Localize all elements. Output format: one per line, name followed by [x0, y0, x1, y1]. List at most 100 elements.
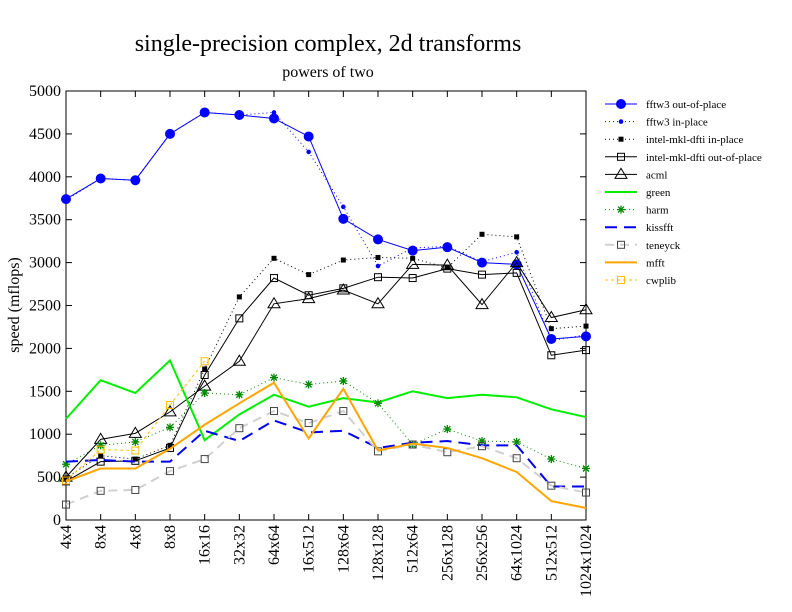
- data-point: [200, 389, 209, 398]
- data-point: [304, 380, 313, 389]
- series-line: [65, 261, 587, 478]
- data-point: [371, 296, 385, 309]
- data-point: [237, 112, 242, 118]
- legend-item: fftw3 out-of-place: [605, 99, 726, 111]
- data-point: [478, 437, 486, 446]
- data-point: [444, 265, 450, 271]
- data-point: [167, 442, 173, 448]
- y-tick-label: 2500: [29, 298, 61, 315]
- x-tick-label: 256x128: [439, 525, 456, 581]
- series-acml: [59, 255, 593, 482]
- legend-item: teneyck: [605, 240, 681, 252]
- data-point: [200, 370, 209, 379]
- data-point: [202, 366, 208, 372]
- x-tick-label: 4x8: [127, 525, 144, 549]
- legend-item: intel-mkl-dfti in-place: [605, 134, 744, 146]
- data-point: [271, 255, 277, 261]
- data-point: [62, 476, 70, 485]
- data-point: [341, 204, 346, 210]
- legend-item: mfft: [605, 257, 665, 269]
- legend-marker: [617, 276, 625, 284]
- data-point: [267, 296, 281, 309]
- y-tick-label: 3500: [29, 212, 61, 229]
- x-tick-label: 1024x1024: [578, 525, 595, 597]
- legend-marker: [614, 167, 628, 179]
- data-point: [236, 294, 242, 300]
- data-point: [270, 373, 278, 382]
- data-point: [374, 273, 382, 282]
- data-point: [549, 338, 554, 343]
- y-axis: 0 500 1000 1500 2000 2500 3000 3500 4000 4500 5000: [29, 83, 586, 529]
- series-line: [65, 111, 587, 342]
- data-point: [200, 357, 209, 366]
- legend-marker: [617, 240, 625, 249]
- y-tick-label: 3000: [29, 255, 61, 272]
- data-point: [375, 254, 381, 260]
- legend-item: harm: [605, 205, 669, 217]
- data-point: [547, 481, 556, 490]
- legend-item: kissfft: [605, 222, 673, 234]
- data-point: [271, 110, 277, 115]
- x-tick-label: 64x64: [266, 525, 283, 565]
- series-layer: [59, 107, 593, 509]
- data-point: [478, 442, 486, 451]
- data-point: [445, 243, 450, 249]
- legend-item: cwplib: [605, 275, 676, 287]
- legend-item: fftw3 in-place: [605, 117, 708, 129]
- data-point: [304, 419, 313, 428]
- x-tick-label: 128x128: [370, 525, 387, 581]
- series-line: [65, 360, 206, 481]
- x-tick-label: 512x64: [405, 525, 422, 573]
- data-point: [235, 390, 244, 399]
- legend: fftw3 out-of-place fftw3 in-place intel-mk…: [605, 99, 762, 287]
- series-fftw3-out-of-place: [61, 107, 591, 344]
- data-point: [443, 425, 452, 434]
- legend-label: green: [646, 187, 671, 199]
- series-mfft: [65, 381, 587, 509]
- data-point: [373, 234, 383, 245]
- series-line: [65, 358, 587, 442]
- data-point: [98, 176, 103, 181]
- legend-marker: [616, 99, 626, 109]
- x-tick-label: 16x512: [301, 525, 318, 573]
- x-tick-label: 128x64: [335, 525, 352, 573]
- y-tick-label: 1500: [29, 383, 61, 400]
- legend-marker: [617, 152, 625, 161]
- chart-title: single-precision complex, 2d transforms: [135, 31, 522, 57]
- y-tick-label: 1000: [29, 426, 61, 443]
- data-point: [579, 302, 593, 315]
- chart-subtitle: powers of two: [282, 64, 374, 81]
- data-point: [582, 464, 590, 473]
- data-point: [163, 404, 177, 417]
- x-tick-label: 32x32: [231, 525, 248, 565]
- data-point: [96, 486, 105, 495]
- data-point: [475, 297, 489, 310]
- data-point: [306, 149, 311, 155]
- legend-label: teneyck: [646, 240, 681, 252]
- series-intel-mkl-dfti-in-place: [63, 231, 589, 481]
- data-point: [374, 447, 382, 456]
- data-point: [269, 113, 279, 124]
- data-point: [235, 314, 244, 323]
- legend-label: fftw3 in-place: [646, 117, 708, 129]
- data-point: [374, 399, 382, 408]
- data-point: [583, 323, 589, 329]
- legend-item: acml: [605, 167, 667, 181]
- data-point: [336, 283, 351, 295]
- data-point: [405, 257, 420, 269]
- series-green: [65, 358, 587, 442]
- data-point: [98, 453, 104, 459]
- data-point: [340, 257, 346, 263]
- data-point: [339, 377, 348, 386]
- data-point: [166, 443, 174, 452]
- x-tick-label: 256x256: [474, 525, 491, 581]
- data-point: [303, 131, 314, 142]
- series-line: [65, 409, 587, 506]
- legend-marker: [618, 136, 624, 142]
- legend-label: harm: [646, 205, 669, 217]
- series-line: [65, 233, 587, 479]
- data-point: [166, 423, 174, 432]
- data-point: [96, 445, 105, 454]
- y-tick-label: 5000: [29, 83, 61, 100]
- legend-label: intel-mkl-dfti in-place: [646, 134, 744, 146]
